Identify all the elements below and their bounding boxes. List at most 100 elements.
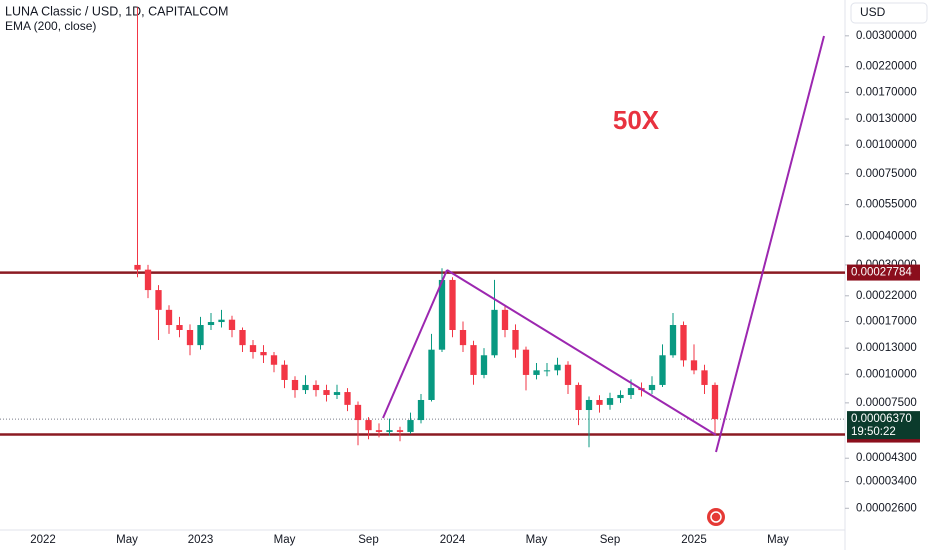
y-tick-label: 0.00007500 bbox=[856, 397, 917, 409]
candle-body bbox=[564, 364, 572, 385]
candle-body bbox=[659, 355, 666, 385]
candle-body bbox=[197, 325, 204, 346]
candle-body bbox=[312, 384, 320, 391]
candle-body bbox=[270, 355, 278, 365]
candle-body bbox=[627, 388, 635, 395]
candle-body bbox=[501, 309, 509, 330]
candle-body bbox=[648, 384, 656, 391]
price-axis: 0.00300000 0.00220000 0.00170000 0.00130000… bbox=[845, 30, 920, 514]
x-tick-label: 2025 bbox=[681, 534, 707, 546]
candle-body bbox=[207, 322, 215, 326]
indicator-label: EMA (200, close) bbox=[5, 19, 96, 33]
candle-body bbox=[701, 370, 708, 385]
candle-body bbox=[302, 384, 309, 391]
candle-body bbox=[512, 329, 519, 350]
y-tick-label: 0.00002600 bbox=[856, 502, 917, 514]
x-tick-label: May bbox=[526, 534, 548, 546]
candle-body bbox=[585, 399, 593, 411]
candles bbox=[0, 7, 845, 448]
candle-body bbox=[186, 329, 194, 346]
candle-body bbox=[449, 279, 456, 330]
y-tick-label: 0.00100000 bbox=[856, 139, 917, 151]
candle-body bbox=[491, 309, 498, 356]
candle-body bbox=[711, 384, 719, 420]
y-tick-label: 0.00055000 bbox=[856, 199, 917, 211]
trend-line bbox=[446, 269, 717, 436]
candle-body bbox=[606, 398, 614, 405]
candle-body bbox=[333, 392, 341, 395]
candle-body bbox=[690, 360, 698, 371]
last-price-box bbox=[847, 411, 920, 440]
candle-body bbox=[228, 319, 236, 330]
countdown-label: 19:50:22 bbox=[851, 426, 896, 438]
x-tick-label: Sep bbox=[358, 534, 378, 546]
y-tick-label: 0.00022000 bbox=[856, 290, 917, 302]
candle-body bbox=[428, 349, 435, 400]
y-tick-label: 0.00075000 bbox=[856, 168, 917, 180]
candle-body bbox=[155, 290, 162, 310]
symbol-title: LUNA Classic / USD, 1D, CAPITALCOM bbox=[5, 4, 228, 18]
currency-button[interactable] bbox=[850, 2, 928, 24]
candle-body bbox=[480, 355, 488, 375]
x-tick-label: Sep bbox=[600, 534, 620, 546]
last-price-label: 0.00006370 bbox=[851, 413, 912, 425]
y-tick-label: 0.00170000 bbox=[856, 86, 917, 98]
candle-body bbox=[669, 325, 677, 356]
y-tick-label: 0.00300000 bbox=[856, 30, 917, 42]
candle-body bbox=[522, 349, 530, 375]
candle-body bbox=[470, 345, 477, 375]
trend-lines bbox=[382, 35, 825, 453]
candle-body bbox=[386, 430, 393, 432]
candle-body bbox=[344, 392, 351, 405]
event-flag[interactable] bbox=[707, 508, 725, 526]
event-flag-icon bbox=[710, 511, 722, 523]
x-tick-label: May bbox=[116, 534, 138, 546]
y-tick-label: 0.00220000 bbox=[856, 61, 917, 73]
trend-line bbox=[382, 269, 448, 419]
annotation-text: 50X bbox=[613, 105, 660, 135]
x-tick-label: May bbox=[767, 534, 789, 546]
candle-body bbox=[239, 329, 246, 346]
candle-body bbox=[144, 269, 152, 291]
trend-line bbox=[715, 35, 825, 453]
candle-body bbox=[617, 394, 624, 399]
candle-body bbox=[354, 404, 362, 421]
candle-body bbox=[176, 325, 183, 330]
y-tick-label: 0.00013000 bbox=[856, 342, 917, 354]
candle-body bbox=[365, 420, 372, 431]
x-tick-label: 2022 bbox=[30, 534, 56, 546]
candle-body bbox=[396, 430, 404, 432]
candle-body bbox=[291, 379, 299, 391]
candle-body bbox=[554, 364, 561, 371]
candle-body bbox=[281, 364, 288, 380]
level-price-label: 0.00027784 bbox=[851, 267, 912, 279]
x-tick-label: May bbox=[274, 534, 296, 546]
y-tick-label: 0.00040000 bbox=[856, 230, 917, 242]
x-tick-label: 2023 bbox=[188, 534, 214, 546]
candle-body bbox=[134, 264, 141, 270]
candle-body bbox=[543, 370, 551, 372]
currency-label[interactable]: USD bbox=[860, 5, 886, 19]
candle-body bbox=[249, 345, 257, 353]
candle-body bbox=[575, 384, 582, 411]
candle-body bbox=[533, 370, 540, 375]
y-tick-label: 0.00130000 bbox=[856, 113, 917, 125]
candle-body bbox=[407, 420, 414, 432]
level-price-box bbox=[847, 264, 920, 281]
candle-body bbox=[260, 352, 267, 356]
candle-body bbox=[438, 279, 446, 350]
candle-body bbox=[417, 399, 425, 421]
candle-body bbox=[596, 399, 603, 405]
y-tick-label: 0.00003400 bbox=[856, 476, 917, 488]
y-tick-label: 0.00010000 bbox=[856, 368, 917, 380]
candle-body bbox=[680, 325, 687, 361]
candle-body bbox=[165, 309, 173, 326]
y-tick-label: 0.00004300 bbox=[856, 452, 917, 464]
candle-body bbox=[375, 430, 383, 432]
x-tick-label: 2024 bbox=[440, 534, 466, 546]
candle-body bbox=[459, 329, 467, 346]
candle-body bbox=[323, 390, 330, 395]
